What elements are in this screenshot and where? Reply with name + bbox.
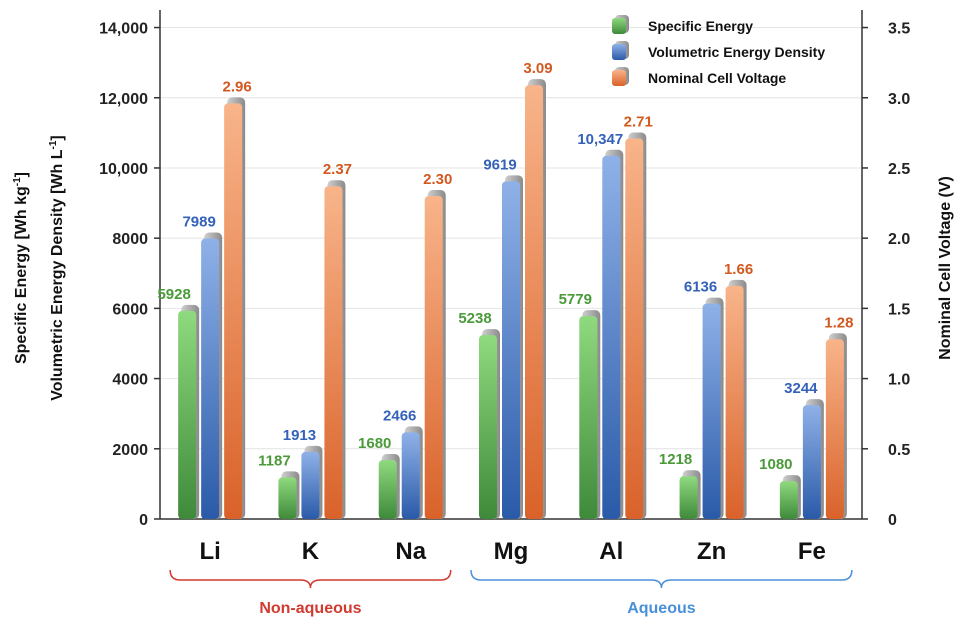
bar-specific-energy [378, 460, 397, 519]
category-label: Na [395, 538, 426, 565]
data-label: 6136 [684, 279, 717, 296]
right-axis-title: Nominal Cell Voltage (V) [937, 176, 954, 360]
group-bracket [470, 569, 853, 589]
data-label: 5779 [559, 291, 592, 308]
bar-nominal-cell-voltage [224, 103, 243, 519]
bar-specific-energy [278, 477, 297, 519]
bar-volumetric-energy-density [802, 405, 821, 519]
data-label: 10,347 [577, 131, 623, 148]
bar-volumetric-energy-density [401, 432, 420, 519]
data-label: 2466 [383, 407, 416, 424]
legend-swatch [612, 18, 626, 34]
bar-nominal-cell-voltage [324, 186, 343, 520]
legend: Specific Energy Volumetric Energy Density… [612, 15, 825, 86]
data-label: 9619 [483, 156, 516, 173]
data-label: 3.09 [523, 60, 552, 77]
bar-nominal-cell-voltage [725, 285, 744, 519]
right-tick-label: 0.5 [888, 442, 910, 459]
data-label: 2.37 [323, 161, 352, 178]
category-label: Mg [494, 538, 529, 565]
legend-label: Nominal Cell Voltage [648, 70, 786, 86]
data-label: 3244 [784, 380, 818, 397]
right-tick-label: 1.5 [888, 301, 910, 318]
legend-label: Volumetric Energy Density [648, 44, 825, 60]
data-label: 2.96 [223, 78, 252, 95]
group-label: Non-aqueous [259, 600, 361, 617]
bar-volumetric-energy-density [201, 238, 220, 520]
data-label: 2.71 [624, 113, 653, 130]
bar-specific-energy [779, 481, 798, 519]
data-label: 1218 [659, 451, 692, 468]
category-label: Zn [697, 538, 726, 565]
data-label: 1913 [283, 427, 316, 444]
category-label: Al [599, 538, 623, 565]
bar-volumetric-energy-density [301, 451, 320, 519]
category-labels: Li K Na Mg Al Zn Fe [199, 538, 825, 565]
left-tick-label: 0 [139, 512, 148, 529]
data-label: 5238 [458, 310, 491, 327]
left-axis-title-line2: Volumetric Energy Density [Wh L-1] [48, 135, 66, 401]
bar-specific-energy [679, 476, 698, 519]
bar-volumetric-energy-density [602, 155, 621, 520]
left-tick-label: 8000 [112, 231, 148, 248]
legend-swatch [612, 70, 626, 86]
category-label: Li [199, 538, 220, 565]
bar-volumetric-energy-density [502, 181, 520, 519]
group-bracket [169, 569, 452, 589]
data-label: 1080 [759, 456, 792, 473]
bars [178, 79, 847, 520]
left-tick-label: 6000 [112, 301, 148, 318]
bar-volumetric-energy-density [702, 303, 721, 519]
data-label: 1187 [258, 452, 291, 469]
bar-nominal-cell-voltage [825, 339, 844, 519]
bar-nominal-cell-voltage [625, 138, 644, 519]
data-labels: 5928 7989 2.96 1187 1913 2.37 1680 2466 2.30 5238… [157, 60, 853, 473]
category-label: K [302, 538, 320, 565]
left-tick-label: 4000 [112, 372, 148, 389]
right-tick-label: 3.0 [888, 91, 910, 108]
right-tick-label: 2.0 [888, 231, 910, 248]
legend-swatch [612, 44, 626, 60]
left-tick-label: 2000 [112, 442, 148, 459]
legend-label: Specific Energy [648, 18, 753, 34]
bar-specific-energy [178, 310, 197, 519]
right-tick-label: 3.5 [888, 21, 910, 38]
bar-nominal-cell-voltage [424, 196, 443, 519]
data-label: 1.66 [724, 261, 753, 278]
data-label: 7989 [182, 214, 215, 231]
data-label: 1680 [358, 435, 391, 452]
left-axis-title-line1: Specific Energy [Wh kg-1] [12, 172, 30, 364]
data-label: 5928 [157, 286, 190, 303]
data-label: 2.30 [423, 171, 452, 188]
bar-specific-energy [579, 316, 598, 519]
group-brackets: Non-aqueous Aqueous [169, 569, 853, 617]
right-tick-label: 1.0 [888, 372, 910, 389]
left-tick-label: 10,000 [99, 161, 148, 178]
bar-nominal-cell-voltage [525, 85, 543, 520]
group-label: Aqueous [627, 600, 696, 617]
left-tick-label: 14,000 [99, 21, 148, 38]
right-tick-label: 2.5 [888, 161, 910, 178]
bar-specific-energy [479, 335, 497, 519]
right-tick-label: 0 [888, 512, 897, 529]
left-tick-label: 12,000 [99, 91, 148, 108]
category-label: Fe [798, 538, 826, 565]
data-label: 1.28 [824, 314, 853, 331]
